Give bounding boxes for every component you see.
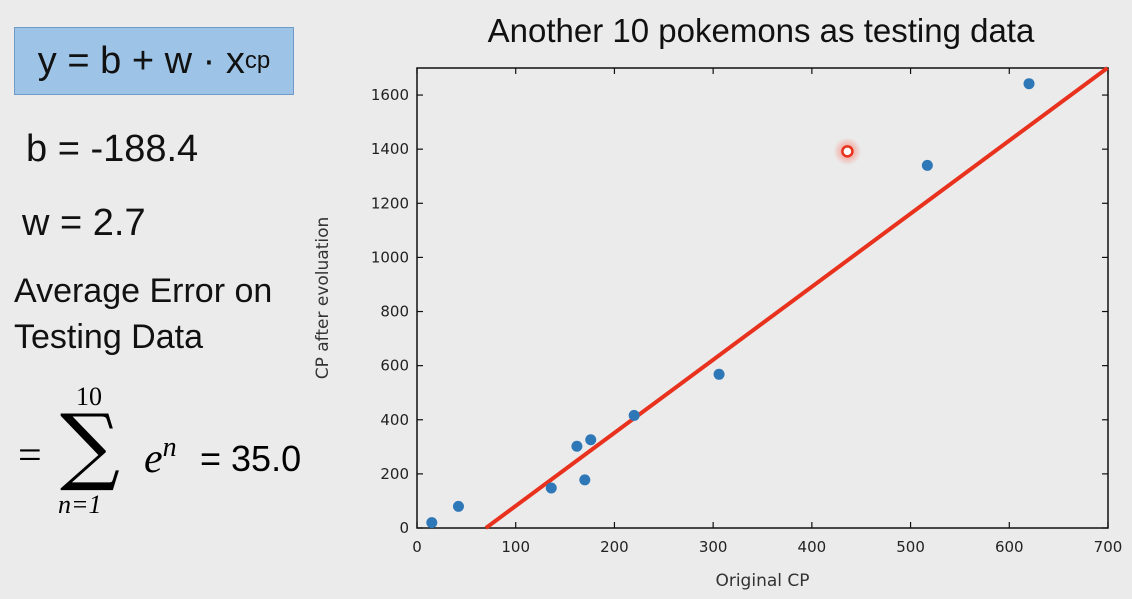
y-tick-label: 0 [399,519,409,537]
highlighted-point [841,145,854,158]
chart-title: Another 10 pokemons as testing data [487,12,1035,49]
y-tick-label: 600 [380,357,409,375]
sum-term-exponent: n [162,432,177,463]
data-point [545,482,557,494]
x-tick-label: 0 [412,538,422,556]
sum-equals: = [18,433,42,479]
average-error-label: Average Error on Testing Data [14,268,272,360]
x-tick-label: 300 [699,538,728,556]
y-tick-label: 1600 [371,86,409,104]
regression-line [484,66,1109,530]
x-tick-label: 700 [1094,538,1123,556]
data-point [1023,78,1035,90]
model-formula: y = b + w · x cp [14,27,294,95]
w-value: w = 2.7 [22,202,146,244]
formula-x: x [225,39,245,82]
data-point [921,159,933,171]
formula-w: w [164,39,193,82]
formula-plus: + [131,39,155,82]
y-tick-label: 800 [380,303,409,321]
y-tick-label: 200 [380,465,409,483]
x-tick-label: 600 [995,538,1024,556]
sum-term: en [144,432,177,483]
formula-y: y [37,39,57,82]
sum-lower-limit: n=1 [58,490,102,519]
y-tick-label: 1200 [371,194,409,212]
x-tick-label: 100 [501,538,530,556]
x-tick-label: 400 [798,538,827,556]
average-error-line-2: Testing Data [14,318,203,356]
formula-dot: · [202,39,216,82]
formula-equals: = [67,39,90,82]
formula-subscript: cp [244,47,271,74]
x-tick-label: 200 [600,538,629,556]
data-point [426,517,438,529]
y-tick-label: 400 [380,411,409,429]
sum-result: = 35.0 [200,438,302,479]
sum-upper-limit: 10 [76,382,102,411]
x-tick-label: 500 [896,538,925,556]
plot-frame [416,67,1109,529]
b-value: b = -188.4 [26,128,199,170]
scatter-chart: 0 100 200 300 400 500 600 700 0 200 400 600 800 1000 1… [313,66,1123,591]
formula-b: b [100,39,122,82]
data-point [585,434,597,446]
data-point [452,500,464,512]
x-axis-label: Original CP [715,571,809,591]
data-point [713,368,725,380]
sum-term-base: e [144,436,163,482]
y-tick-label: 1000 [371,248,409,266]
y-axis-label: CP after evoluation [313,217,333,380]
sum-formula: = 10 ∑ n=1 en = 35.0 [16,382,316,522]
sigma-symbol: ∑ [60,396,120,494]
y-tick-label: 1400 [371,140,409,158]
data-point [628,409,640,421]
average-error-line-1: Average Error on [14,272,273,310]
data-point [579,474,591,486]
data-point [571,440,583,452]
